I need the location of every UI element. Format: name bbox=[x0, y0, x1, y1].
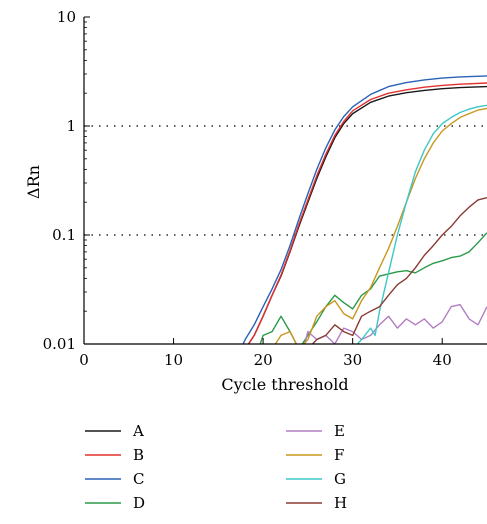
series-line-b bbox=[247, 82, 487, 344]
legend-item-g: G bbox=[286, 470, 346, 488]
series-lines bbox=[242, 75, 487, 344]
legend-item-a: A bbox=[85, 422, 144, 440]
series-line-e bbox=[303, 303, 487, 344]
series-line-a bbox=[247, 85, 487, 344]
legend-label: G bbox=[334, 470, 346, 488]
y-tick-label: 1 bbox=[66, 117, 76, 135]
series-line-f bbox=[274, 107, 487, 344]
legend-label: A bbox=[132, 422, 144, 440]
x-tick-label: 30 bbox=[343, 351, 362, 369]
legend-label: C bbox=[133, 470, 144, 488]
x-tick-label: 0 bbox=[79, 351, 89, 369]
y-tick-label: 0.01 bbox=[43, 335, 76, 353]
series-line-h bbox=[311, 197, 487, 344]
legend-item-e: E bbox=[286, 422, 345, 440]
legend-item-b: B bbox=[85, 446, 144, 464]
x-tick-label: 20 bbox=[254, 351, 273, 369]
legend-item-h: H bbox=[286, 494, 347, 512]
grid-lines bbox=[84, 125, 487, 236]
y-tick-label: 0.1 bbox=[52, 226, 76, 244]
legend-label: B bbox=[133, 446, 144, 464]
series-line-g bbox=[356, 104, 487, 344]
x-tick-label: 40 bbox=[433, 351, 452, 369]
y-tick-label: 10 bbox=[57, 8, 76, 26]
axis-ticks: 0 10 20 30 40 0.01 0.1 1 10 bbox=[43, 8, 452, 369]
x-axis-label: Cycle threshold bbox=[221, 375, 348, 394]
legend-item-d: D bbox=[85, 494, 145, 512]
legend-item-f: F bbox=[286, 446, 344, 464]
x-tick-label: 10 bbox=[164, 351, 183, 369]
series-line-c bbox=[242, 75, 487, 344]
legend-label: D bbox=[133, 494, 145, 512]
y-axis-label: ΔRn bbox=[24, 165, 43, 199]
legend-label: F bbox=[334, 446, 344, 464]
legend-item-c: C bbox=[85, 470, 144, 488]
axes bbox=[83, 17, 487, 345]
legend-label: H bbox=[334, 494, 347, 512]
legend-label: E bbox=[334, 422, 345, 440]
